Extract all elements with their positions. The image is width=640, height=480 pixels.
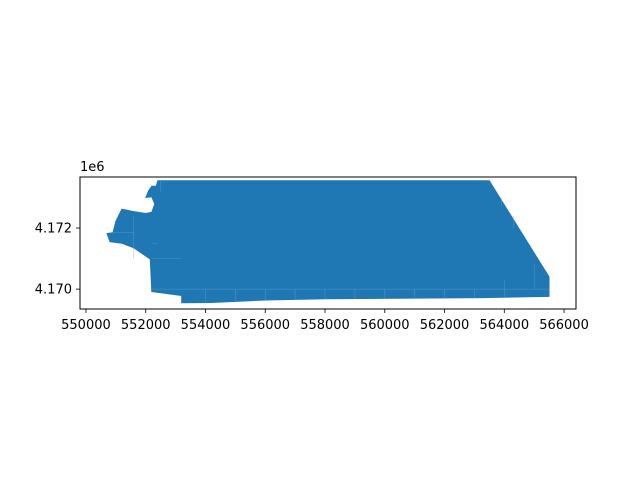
y-offset-label: 1e6 <box>80 160 105 175</box>
x-tick-label: 558000 <box>300 318 350 333</box>
x-tick-label: 550000 <box>61 318 111 333</box>
x-tick-label: 554000 <box>181 318 231 333</box>
y-tick-label: 4.172 <box>35 222 72 237</box>
x-tick-label: 562000 <box>420 318 470 333</box>
x-tick-label: 566000 <box>539 318 589 333</box>
x-tick-label: 556000 <box>240 318 290 333</box>
axes-frame <box>79 176 577 310</box>
x-tick-label: 552000 <box>121 318 171 333</box>
region-polygon <box>106 180 550 304</box>
x-tick-label: 560000 <box>360 318 410 333</box>
y-tick-label: 4.170 <box>35 283 72 298</box>
x-tick-label: 564000 <box>479 318 529 333</box>
